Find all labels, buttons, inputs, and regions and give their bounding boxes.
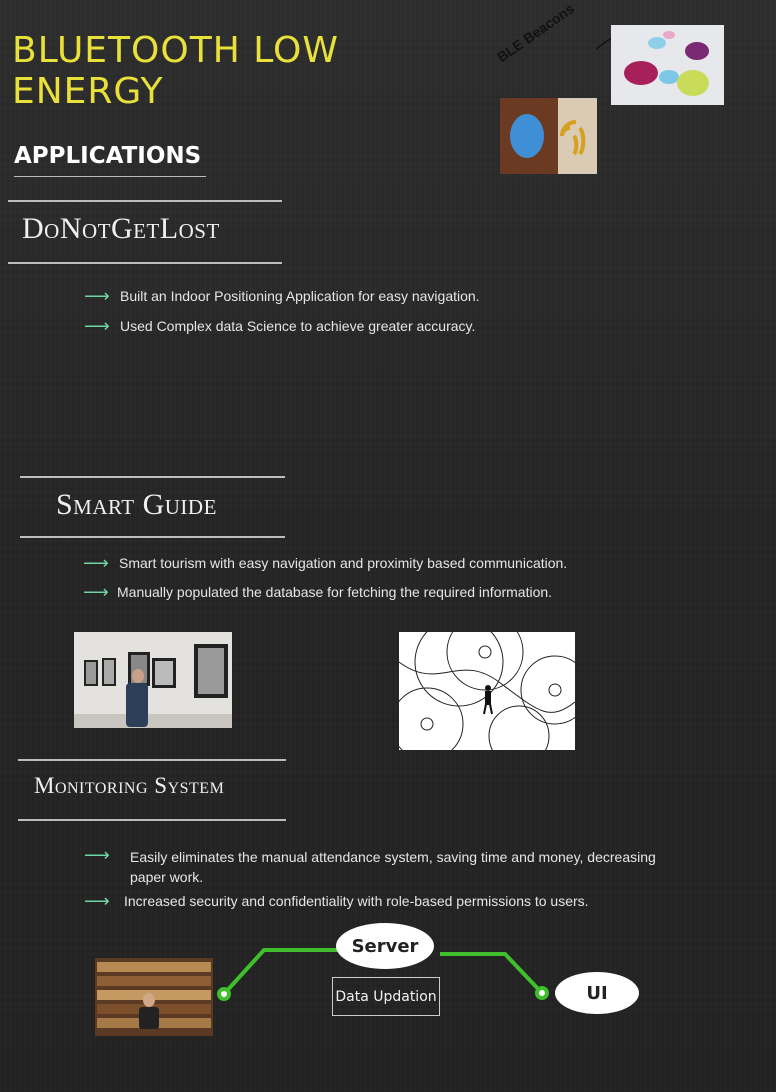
list-item: ⟶ Smart tourism with easy navigation and… bbox=[83, 553, 703, 573]
proximity-diagram bbox=[399, 632, 575, 750]
gallery-photo bbox=[74, 632, 232, 728]
list-item: ⟶ Easily eliminates the manual attendanc… bbox=[84, 845, 684, 887]
arrow-icon: ⟶ bbox=[84, 286, 110, 306]
section-rule-top bbox=[8, 200, 282, 202]
section-rule-bottom bbox=[8, 262, 282, 264]
section-rule-top bbox=[20, 476, 285, 478]
section-rule-bottom bbox=[18, 819, 286, 821]
arrow-icon: ⟶ bbox=[83, 582, 109, 602]
arrow-icon: ⟶ bbox=[84, 891, 110, 911]
beacon-signal-photo bbox=[500, 98, 597, 174]
page-title: BLUETOOTH LOW ENERGY bbox=[12, 30, 339, 112]
bullet-text: Built an Indoor Positioning Application … bbox=[120, 288, 480, 304]
section-heading-smart-guide: Smart Guide bbox=[56, 488, 217, 521]
list-item: ⟶ Built an Indoor Positioning Applicatio… bbox=[84, 286, 644, 306]
beacons-photo bbox=[611, 25, 724, 105]
section-rule-top bbox=[18, 759, 286, 761]
section-heading-donotgetlost: DoNotGetLost bbox=[22, 212, 220, 245]
arrow-icon: ⟶ bbox=[83, 553, 109, 573]
arrow-icon: ⟶ bbox=[84, 316, 110, 336]
list-item: ⟶ Manually populated the database for fe… bbox=[83, 582, 703, 602]
arrow-icon: ⟶ bbox=[84, 845, 110, 865]
bullet-text: Smart tourism with easy navigation and p… bbox=[119, 555, 568, 571]
section-rule-bottom bbox=[20, 536, 285, 538]
data-updation-box: Data Updation bbox=[332, 977, 440, 1016]
bullet-text: Manually populated the database for fetc… bbox=[117, 584, 553, 600]
ui-node: UI bbox=[555, 972, 639, 1014]
connection-lines bbox=[217, 948, 549, 1001]
list-item: ⟶ Used Complex data Science to achieve g… bbox=[84, 316, 644, 336]
library-photo bbox=[95, 958, 213, 1036]
applications-underline bbox=[14, 176, 206, 177]
bullet-text: Easily eliminates the manual attendance … bbox=[130, 849, 656, 885]
bullet-text: Used Complex data Science to achieve gre… bbox=[120, 318, 476, 334]
list-item: ⟶ Increased security and confidentiality… bbox=[84, 891, 684, 911]
bullet-text: Increased security and confidentiality w… bbox=[124, 893, 589, 909]
applications-heading: APPLICATIONS bbox=[14, 143, 202, 169]
section-heading-monitoring-system: Monitoring System bbox=[34, 773, 225, 798]
server-node: Server bbox=[336, 923, 434, 969]
